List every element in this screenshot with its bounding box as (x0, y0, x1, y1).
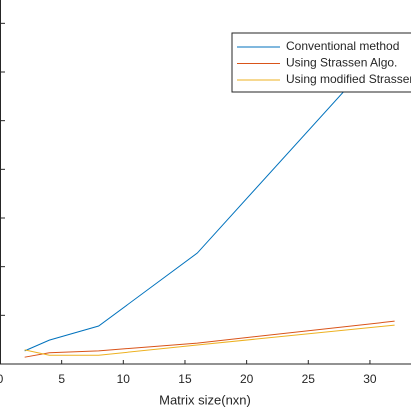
x-axis-label: Matrix size(nxn) (159, 392, 251, 407)
legend-label: Using modified Strassen (286, 72, 411, 86)
x-tick-label: 20 (240, 372, 254, 386)
x-tick-label: 0 (0, 372, 4, 386)
x-tick-label: 10 (117, 372, 131, 386)
legend-label: Conventional method (286, 39, 399, 53)
series-line (24, 320, 395, 358)
x-tick-label: 5 (58, 372, 65, 386)
series-line (24, 324, 395, 356)
legend-box (231, 32, 411, 93)
x-tick-label: 30 (363, 372, 377, 386)
legend-label: Using Strassen Algo. (286, 56, 397, 70)
series-line (24, 35, 395, 352)
x-tick-label: 15 (178, 372, 192, 386)
x-tick-label: 25 (302, 372, 316, 386)
